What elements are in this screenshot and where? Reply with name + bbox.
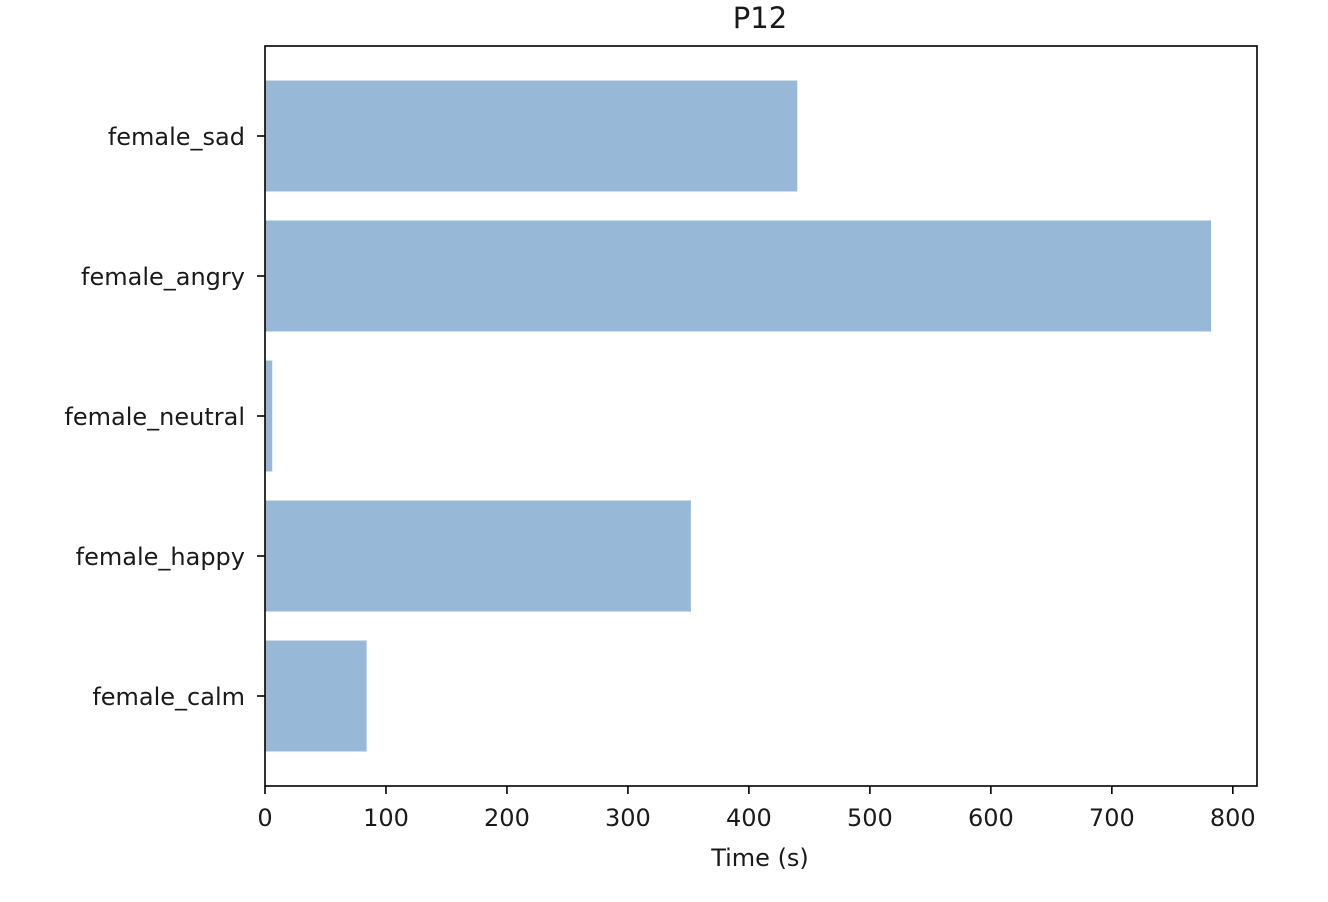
bar-female-neutral bbox=[265, 360, 273, 472]
x-axis: 0 100 200 300 400 500 600 700 800 bbox=[257, 786, 1256, 832]
plot-frame bbox=[264, 45, 1258, 787]
x-tick-label: 0 bbox=[257, 804, 272, 832]
bar-female-happy bbox=[265, 500, 691, 612]
bar-female-calm bbox=[265, 640, 367, 752]
x-tick-label: 200 bbox=[484, 804, 530, 832]
x-tick-label: 400 bbox=[726, 804, 772, 832]
y-tick-label: female_neutral bbox=[64, 403, 245, 431]
chart-title: P12 bbox=[733, 1, 787, 35]
x-tick-label: 500 bbox=[847, 804, 893, 832]
y-tick-label: female_calm bbox=[92, 683, 245, 711]
x-tick-label: 300 bbox=[605, 804, 651, 832]
y-tick-label: female_happy bbox=[76, 543, 245, 571]
x-tick-label: 800 bbox=[1210, 804, 1256, 832]
y-tick-label: female_angry bbox=[81, 263, 245, 291]
y-tick-label: female_sad bbox=[108, 123, 245, 151]
x-axis-label: Time (s) bbox=[710, 844, 809, 872]
x-tick-label: 600 bbox=[968, 804, 1014, 832]
bars-group bbox=[265, 80, 1212, 752]
x-tick-label: 100 bbox=[363, 804, 409, 832]
bar-female-angry bbox=[265, 220, 1212, 332]
bar-female-sad bbox=[265, 80, 798, 192]
x-tick-label: 700 bbox=[1089, 804, 1135, 832]
y-axis: female_sad female_angry female_neutralfema… bbox=[64, 123, 265, 711]
